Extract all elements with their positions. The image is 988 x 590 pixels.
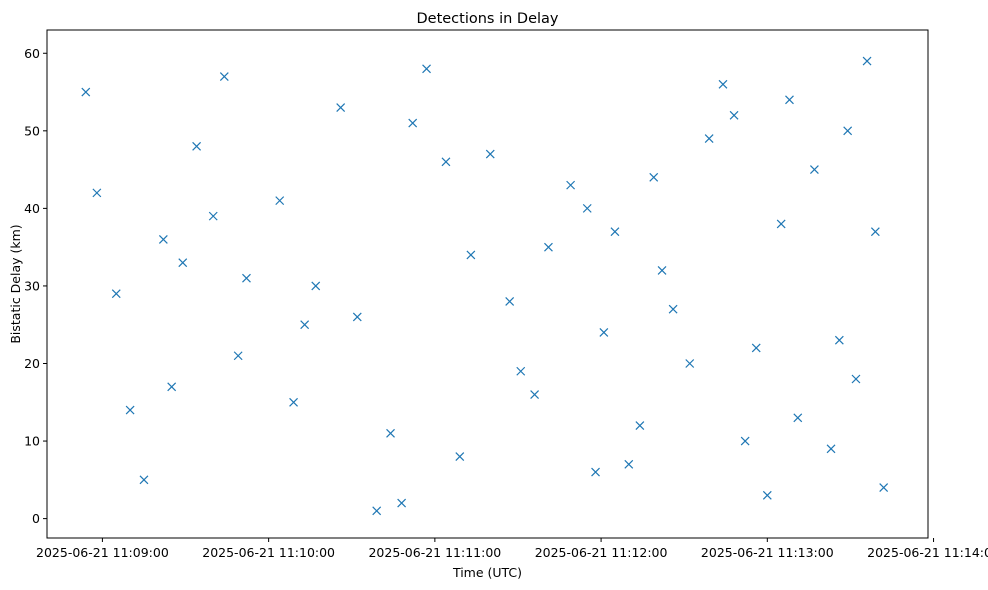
detection-marker [311,281,321,291]
chart-title: Detections in Delay [416,11,558,27]
x-axis-ticks: 2025-06-21 11:09:00 2025-06-21 11:10:00 20… [36,538,988,560]
detection-marker [242,273,251,283]
detection-marker [92,188,102,198]
detection-marker [139,475,149,485]
plot-frame [46,29,929,539]
detection-marker [685,359,695,368]
detection-marker [275,196,285,206]
detection-marker [729,110,739,120]
y-tick-label: 50 [24,123,40,138]
detection-marker [668,304,678,314]
detection-marker [505,297,515,306]
detection-marker [111,289,121,299]
y-tick-label: 10 [24,434,40,449]
detection-marker [219,72,229,81]
detection-marker [516,366,526,376]
y-axis-label: Bistatic Delay (km) [8,224,23,343]
detection-marker [289,397,298,407]
detection-marker [879,483,889,493]
detection-marker [485,149,495,159]
y-tick-label: 40 [24,201,40,216]
detection-marker [582,203,592,213]
detection-marker [386,428,395,438]
detection-marker [718,79,728,89]
detection-marker [862,56,872,66]
y-axis-ticks: 0 10 20 30 40 50 60 [24,46,47,526]
detection-marker [455,452,465,461]
detection-marker [158,234,168,244]
detection-marker [178,258,188,268]
detection-marker [530,390,540,399]
detection-marker [408,118,418,128]
data-points [81,56,889,516]
detection-marker [843,126,853,136]
detection-marker [233,351,243,361]
detection-marker [657,266,667,275]
y-tick-label: 20 [24,356,40,371]
y-tick-label: 60 [24,46,40,61]
detection-marker [352,312,362,322]
x-tick-label: 2025-06-21 11:14:00 [867,545,988,560]
detection-marker [649,172,659,182]
x-tick-label: 2025-06-21 11:09:00 [36,545,169,560]
detection-marker [809,165,819,175]
detection-marker [834,335,844,345]
detection-marker [793,413,803,423]
detection-marker [785,95,794,105]
detection-marker [81,87,91,97]
detection-marker [441,157,451,167]
x-tick-label: 2025-06-21 11:10:00 [202,545,335,560]
detection-marker [826,444,836,454]
plot-background [47,30,928,538]
detection-marker [870,227,880,237]
plot-area [46,29,929,539]
x-tick-label: 2025-06-21 11:13:00 [701,545,834,560]
detection-marker [125,405,135,415]
detection-marker [624,459,634,469]
detection-marker [851,374,861,384]
x-axis-label: Time (UTC) [452,565,522,580]
detection-marker [704,134,714,144]
y-tick-label: 30 [24,278,40,293]
detection-marker [167,382,177,392]
detection-marker [397,498,407,508]
detection-marker [762,490,772,500]
detection-marker [635,421,645,430]
detection-marker [776,219,786,229]
detection-marker [466,250,476,260]
x-tick-label: 2025-06-21 11:11:00 [368,545,501,560]
y-tick-label: 0 [32,511,40,526]
detection-marker [751,343,761,353]
x-tick-label: 2025-06-21 11:12:00 [535,545,668,560]
detection-marker [610,227,620,237]
detection-marker [544,242,553,252]
detection-marker [300,320,310,330]
detection-marker [336,103,346,112]
detection-marker [372,506,382,516]
detection-marker [422,64,431,74]
detection-marker [740,436,750,446]
detection-marker [208,211,218,221]
detection-marker [591,467,600,477]
detection-marker [192,141,202,151]
detection-marker [566,180,576,190]
detection-marker [599,328,609,337]
